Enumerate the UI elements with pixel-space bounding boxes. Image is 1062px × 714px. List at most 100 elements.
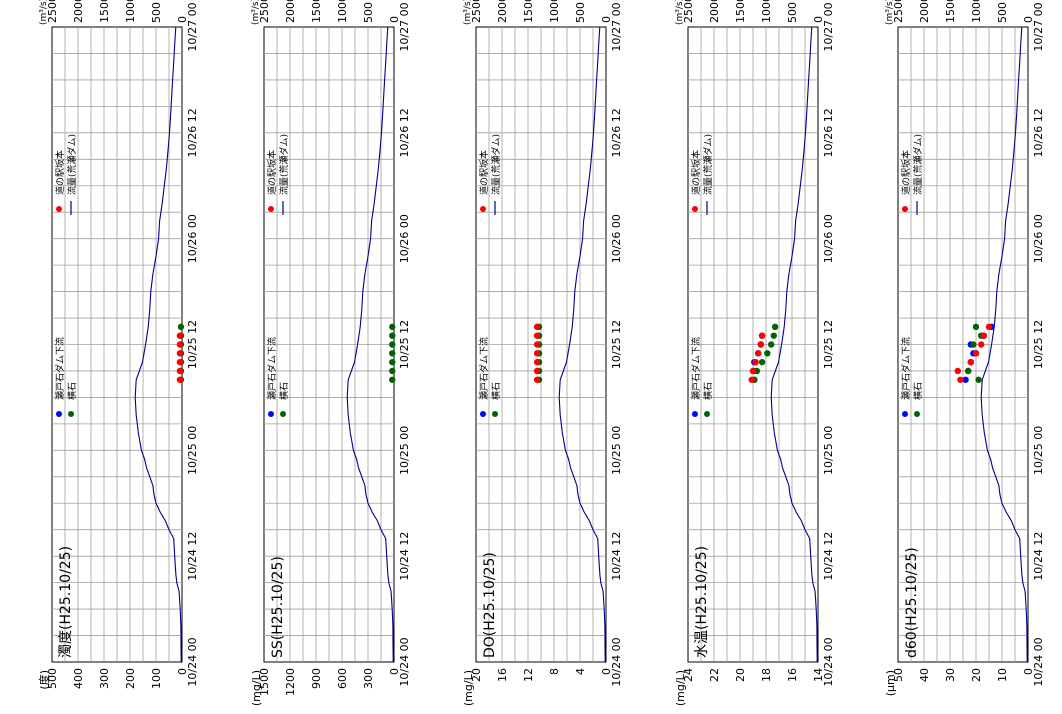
y-tick-label: 500 <box>46 668 59 689</box>
data-point <box>967 358 974 366</box>
y-tick-label: 600 <box>336 668 349 689</box>
y-tick-label: 900 <box>310 668 323 689</box>
flow-tick-label: 500 <box>362 2 375 23</box>
legend-label: 流量(荒瀬ダム) <box>278 134 290 195</box>
data-point <box>755 350 762 357</box>
chart-panel-1: 0100200300400500(度)05001000150020002500(… <box>37 0 199 690</box>
data-point <box>533 332 541 339</box>
legend-marker <box>280 411 286 417</box>
flow-axis-unit: (m³/s) <box>251 0 261 25</box>
y-axis-unit: (mg/L) <box>674 670 687 706</box>
x-tick-label: 10/24 12 <box>822 532 835 581</box>
flow-tick-label: 1000 <box>760 0 773 23</box>
flow-line <box>770 26 818 663</box>
flow-tick-label: 1000 <box>336 0 349 23</box>
flow-tick-label: 2500 <box>682 0 695 23</box>
legend-marker <box>56 206 62 212</box>
x-tick-label: 10/26 12 <box>822 108 835 157</box>
chart-title: SS(H25.10/25) <box>270 556 286 658</box>
x-tick-label: 10/24 12 <box>610 532 623 581</box>
y-tick-label: 50 <box>892 668 905 682</box>
data-point <box>768 341 775 348</box>
flow-line <box>558 26 606 663</box>
flow-axis-unit: (m³/s) <box>463 0 473 25</box>
x-tick-label: 10/24 12 <box>1032 532 1045 581</box>
x-tick-label: 10/27 00 <box>610 2 623 51</box>
data-point <box>176 376 184 383</box>
flow-tick-label: 2500 <box>258 0 271 23</box>
flow-tick-label: 0 <box>1022 16 1035 23</box>
flow-tick-label: 500 <box>996 2 1009 23</box>
data-point <box>389 376 396 383</box>
x-tick-label: 10/24 12 <box>398 532 411 581</box>
data-point <box>533 358 541 366</box>
legend-marker <box>914 411 920 417</box>
flow-tick-label: 500 <box>786 2 799 23</box>
legend-marker <box>68 411 74 417</box>
flow-tick-label: 2000 <box>708 0 721 23</box>
data-point <box>389 323 396 331</box>
y-tick-label: 300 <box>98 668 111 689</box>
legend-marker <box>492 411 498 417</box>
flow-tick-label: 1000 <box>970 0 983 23</box>
x-tick-label: 10/25 12 <box>822 320 835 369</box>
legend-label: 道の駅坂本 <box>900 150 912 195</box>
legend-marker <box>268 411 274 417</box>
chart-title: 水温(H25.10/25) <box>694 546 710 658</box>
flow-tick-label: 2000 <box>918 0 931 23</box>
y-tick-label: 16 <box>496 668 509 682</box>
data-point <box>954 367 961 375</box>
data-point <box>176 341 184 348</box>
y-tick-label: 0 <box>388 668 401 675</box>
data-point <box>975 376 982 383</box>
chart-title: DO(H25.10/25) <box>482 552 498 658</box>
data-point <box>533 367 541 375</box>
legend-label: 瀬戸石ダム下流 <box>478 337 490 400</box>
y-tick-label: 20 <box>970 668 983 682</box>
flow-tick-label: 0 <box>812 16 825 23</box>
x-tick-label: 10/27 00 <box>822 2 835 51</box>
y-tick-label: 1500 <box>258 668 271 696</box>
y-tick-label: 4 <box>574 668 587 675</box>
legend-label: 瀬戸石ダム下流 <box>900 337 912 400</box>
legend-marker <box>902 411 908 417</box>
y-tick-label: 20 <box>470 668 483 682</box>
flow-tick-label: 1500 <box>310 0 323 23</box>
flow-tick-label: 2500 <box>892 0 905 23</box>
flow-tick-label: 0 <box>388 16 401 23</box>
data-point <box>389 367 396 375</box>
data-point <box>176 367 184 375</box>
flow-axis-unit: (m³/s) <box>675 0 685 25</box>
x-tick-label: 10/26 12 <box>398 108 411 157</box>
legend-marker <box>692 206 698 212</box>
data-point <box>980 332 987 339</box>
data-point <box>752 358 759 366</box>
legend-label: 流量(荒瀬ダム) <box>490 134 502 195</box>
y-tick-label: 1200 <box>284 668 297 696</box>
x-tick-label: 10/25 00 <box>610 426 623 475</box>
data-point <box>962 376 969 383</box>
legend-marker <box>480 411 486 417</box>
data-point <box>764 350 771 357</box>
legend-label: 横石 <box>66 382 78 400</box>
x-tick-label: 10/26 12 <box>1032 108 1045 157</box>
data-point <box>758 332 766 339</box>
legend-label: 道の駅坂本 <box>54 150 66 195</box>
x-tick-label: 10/26 00 <box>1032 214 1045 263</box>
flow-tick-label: 1500 <box>944 0 957 23</box>
chart-title: d60(H25.10/25) <box>904 547 920 658</box>
legend-label: 流量(荒瀬ダム) <box>702 134 714 195</box>
flow-tick-label: 1500 <box>522 0 535 23</box>
chart-panel-2: 030060090012001500(mg/L)0500100015002000… <box>250 0 411 706</box>
y-tick-label: 300 <box>362 668 375 689</box>
y-tick-label: 0 <box>600 668 613 675</box>
data-point <box>758 358 766 366</box>
legend-label: 道の駅坂本 <box>690 150 702 195</box>
y-tick-label: 22 <box>708 668 721 682</box>
flow-line <box>134 26 182 663</box>
x-tick-label: 10/24 00 <box>186 637 199 686</box>
flow-tick-label: 1000 <box>124 0 137 23</box>
x-tick-label: 10/27 00 <box>398 2 411 51</box>
legend-label: 横石 <box>490 382 502 400</box>
flow-tick-label: 0 <box>600 16 613 23</box>
